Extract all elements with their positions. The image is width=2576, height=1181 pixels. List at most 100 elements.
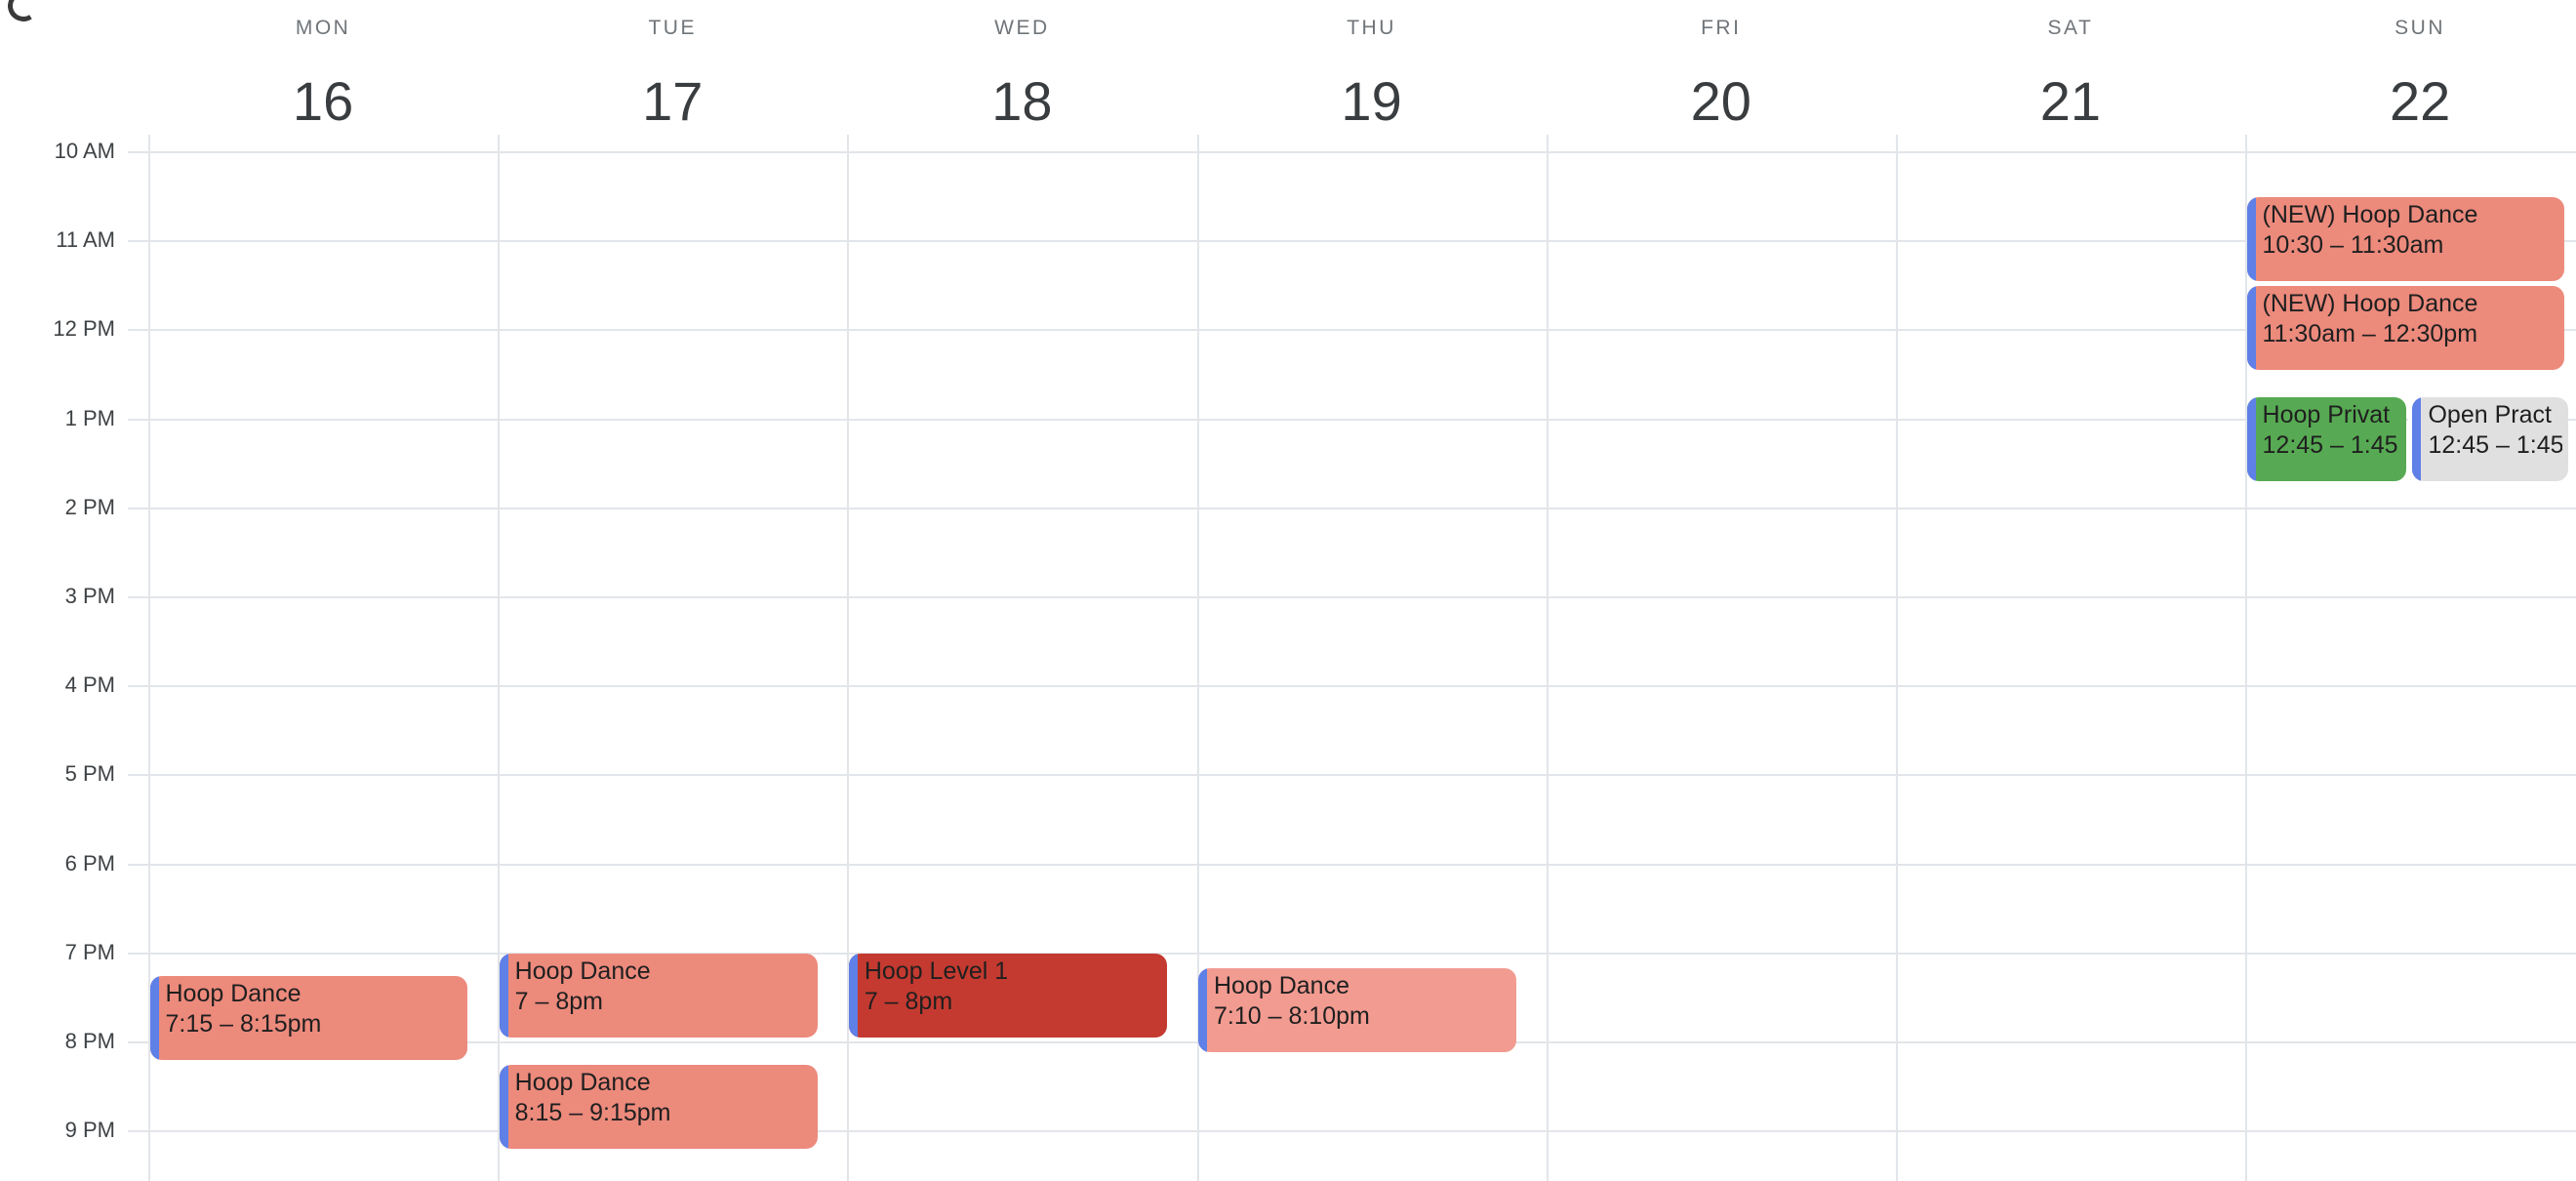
hour-tick	[128, 329, 148, 332]
event-title: Hoop Dance	[1214, 972, 1349, 999]
day-header-wed[interactable]: WED 18	[847, 0, 1196, 146]
event-chip[interactable]: (NEW) Hoop Dance 10:30 – 11:30am	[2246, 196, 2565, 281]
event-chip[interactable]: Hoop Dance 7:15 – 8:15pm	[149, 975, 468, 1060]
day-column-fri[interactable]	[1547, 135, 1896, 1181]
hour-tick	[128, 1041, 148, 1043]
hour-tick	[128, 151, 148, 153]
event-time: 11:30am – 12:30pm	[2262, 319, 2478, 347]
column-gridline	[1895, 135, 1898, 1181]
time-label: 7 PM	[64, 939, 115, 964]
column-gridline	[847, 135, 850, 1181]
hour-tick	[128, 774, 148, 777]
event-title: (NEW) Hoop Dance	[2262, 289, 2478, 317]
event-time: 8:15 – 9:15pm	[514, 1098, 671, 1126]
column-gridline	[498, 135, 501, 1181]
day-name-label: SAT	[2047, 17, 2094, 39]
hour-gridline	[148, 685, 2576, 688]
time-label: 6 PM	[64, 850, 115, 876]
column-gridline	[2245, 135, 2248, 1181]
hour-gridline	[148, 418, 2576, 421]
day-number-label: 18	[991, 70, 1053, 132]
event-color-stripe	[2412, 396, 2422, 481]
day-name-label: FRI	[1701, 17, 1742, 39]
event-title: (NEW) Hoop Dance	[2262, 200, 2478, 228]
hour-gridline	[148, 596, 2576, 598]
column-gridline	[148, 135, 150, 1181]
column-gridline	[1546, 135, 1549, 1181]
day-name-label: SUN	[2395, 17, 2446, 39]
event-color-stripe	[2246, 396, 2256, 481]
time-label: 11 AM	[56, 227, 115, 253]
hour-tick	[128, 418, 148, 421]
hour-tick	[128, 507, 148, 509]
event-color-stripe	[2246, 196, 2256, 281]
day-header-thu[interactable]: THU 19	[1197, 0, 1547, 146]
hour-tick	[128, 596, 148, 598]
time-label: 8 PM	[64, 1029, 115, 1053]
event-color-stripe	[149, 975, 159, 1060]
hour-gridline	[148, 1130, 2576, 1133]
event-time: 7 – 8pm	[514, 987, 603, 1015]
day-number-label: 16	[292, 70, 354, 132]
hour-tick	[128, 240, 148, 243]
day-header-tue[interactable]: TUE 17	[498, 0, 847, 146]
hour-tick	[128, 685, 148, 688]
day-number-label: 21	[2039, 70, 2102, 132]
day-number-label: 22	[2389, 70, 2451, 132]
time-label: 2 PM	[64, 494, 115, 519]
time-label: 3 PM	[64, 584, 115, 608]
event-color-stripe	[499, 953, 508, 1038]
event-title: Hoop Dance	[514, 1068, 651, 1096]
hour-gridline	[148, 952, 2576, 955]
time-label: 12 PM	[53, 316, 115, 342]
hour-tick	[128, 1130, 148, 1133]
day-header-sat[interactable]: SAT 21	[1896, 0, 2245, 146]
event-chip[interactable]: Hoop Dance 7 – 8pm	[499, 953, 818, 1038]
event-title: Hoop Level 1	[864, 957, 1009, 985]
event-chip[interactable]: Hoop Dance 7:10 – 8:10pm	[1198, 968, 1516, 1053]
event-time: 7 – 8pm	[864, 987, 953, 1015]
time-label: 9 PM	[64, 1118, 115, 1143]
event-chip[interactable]: Open Pract 12:45 – 1:45	[2412, 396, 2569, 481]
event-time: 12:45 – 1:45	[2428, 430, 2563, 459]
time-label: 10 AM	[54, 139, 115, 163]
time-label: 5 PM	[64, 761, 115, 787]
event-time: 12:45 – 1:45	[2262, 430, 2398, 459]
event-title: Hoop Dance	[514, 957, 651, 985]
event-color-stripe	[1198, 968, 1207, 1053]
event-time: 10:30 – 11:30am	[2262, 230, 2444, 259]
time-label: 4 PM	[64, 672, 115, 698]
day-header-sun[interactable]: SUN 22	[2245, 0, 2576, 146]
hour-gridline	[148, 151, 2576, 153]
event-color-stripe	[848, 953, 858, 1038]
event-title: Hoop Dance	[165, 979, 302, 1007]
day-name-label: THU	[1347, 17, 1396, 39]
time-label: 1 PM	[64, 405, 115, 430]
event-title: Open Pract	[2428, 400, 2552, 428]
day-column-sat[interactable]	[1896, 135, 2245, 1181]
day-name-label: MON	[295, 17, 351, 39]
day-name-label: WED	[994, 17, 1050, 39]
event-color-stripe	[499, 1064, 508, 1149]
day-header-mon[interactable]: MON 16	[148, 0, 498, 146]
day-number-label: 19	[1341, 70, 1402, 132]
event-title: Hoop Privat	[2262, 400, 2391, 428]
day-name-label: TUE	[648, 17, 697, 39]
event-time: 7:10 – 8:10pm	[1214, 1002, 1370, 1030]
hour-gridline	[148, 240, 2576, 243]
hour-gridline	[148, 329, 2576, 332]
day-header-fri[interactable]: FRI 20	[1547, 0, 1896, 146]
day-number-label: 20	[1690, 70, 1751, 132]
event-color-stripe	[2246, 285, 2256, 370]
hour-gridline	[148, 507, 2576, 509]
event-chip[interactable]: (NEW) Hoop Dance 11:30am – 12:30pm	[2246, 285, 2565, 370]
hour-gridline	[148, 863, 2576, 866]
hour-tick	[128, 863, 148, 866]
hour-tick	[128, 952, 148, 955]
partial-circle-icon	[5, 0, 42, 24]
event-chip[interactable]: Hoop Dance 8:15 – 9:15pm	[499, 1064, 818, 1149]
day-number-label: 17	[642, 70, 704, 132]
event-chip[interactable]: Hoop Privat 12:45 – 1:45	[2246, 396, 2407, 481]
